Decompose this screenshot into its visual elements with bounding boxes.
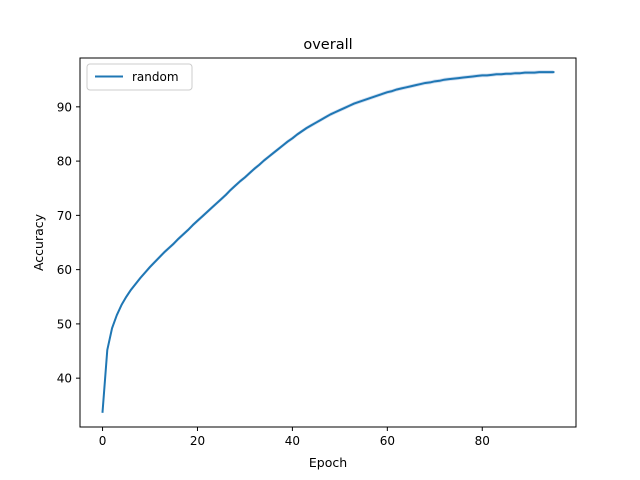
- confidence-band-random: [102, 70, 554, 414]
- x-tick-label: 0: [99, 434, 107, 448]
- series-line-layer: [101, 71, 555, 413]
- legend: random: [86, 63, 193, 91]
- y-axis-label: Accuracy: [31, 213, 46, 271]
- confidence-band-layer: [102, 70, 554, 414]
- x-tick-label: 60: [380, 434, 395, 448]
- x-axis-label: Epoch: [309, 455, 347, 470]
- x-tick-label: 80: [475, 434, 490, 448]
- y-tick-label: 80: [57, 155, 72, 169]
- legend-label-random: random: [132, 70, 179, 84]
- y-tick-label: 60: [57, 263, 72, 277]
- y-axis-ticks: 40 50 60 70 80 90: [57, 100, 80, 386]
- x-tick-label: 40: [285, 434, 300, 448]
- series-line-random: [101, 71, 555, 413]
- chart-title: overall: [303, 37, 352, 53]
- y-tick-label: 50: [57, 317, 72, 331]
- y-tick-label: 40: [57, 372, 72, 386]
- x-tick-label: 20: [190, 434, 205, 448]
- y-tick-label: 70: [57, 209, 72, 223]
- y-tick-label: 90: [57, 100, 72, 114]
- x-axis-ticks: 0 20 40 60 80: [99, 427, 490, 448]
- plot-frame: [79, 57, 577, 428]
- legend-box: [86, 63, 193, 91]
